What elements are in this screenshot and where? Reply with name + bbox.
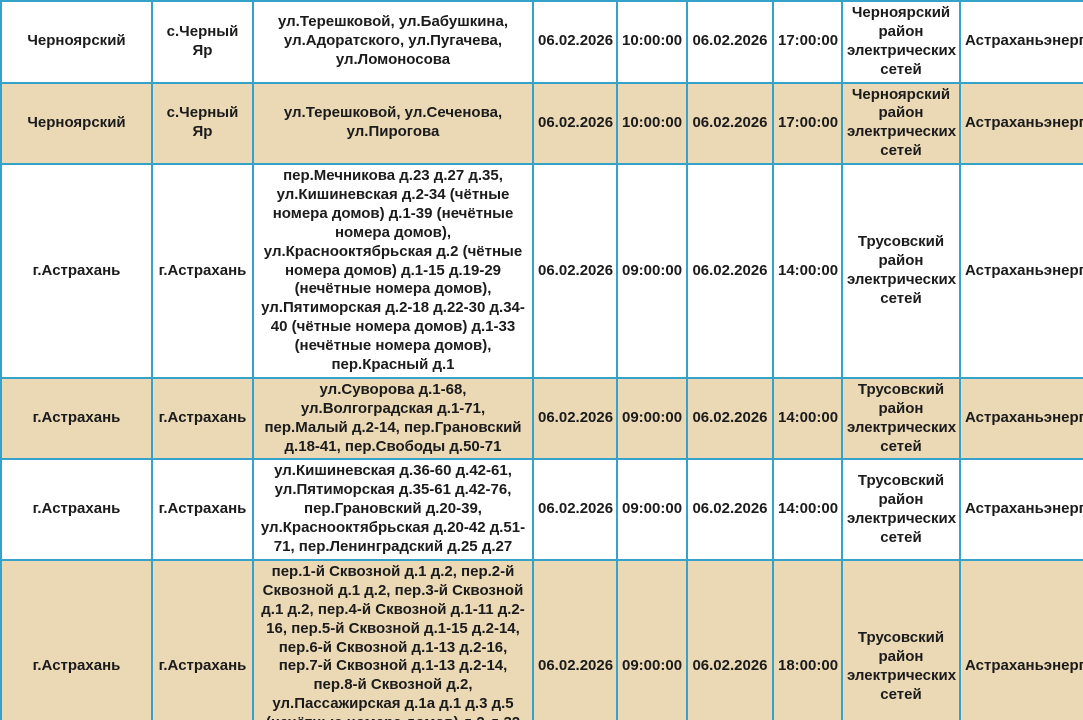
cell-network-district: Черноярский район электрических сетей	[841, 81, 961, 166]
cell-district: г.Астрахань	[0, 163, 153, 379]
cell-district: Черноярский	[0, 81, 153, 166]
cell-network-district: Трусовский район электрических сетей	[841, 376, 961, 461]
cell-district: г.Астрахань	[0, 458, 153, 561]
cell-end-date: 06.02.2026	[686, 558, 774, 720]
cell-network-district: Трусовский район электрических сетей	[841, 558, 961, 720]
cell-start-time: 10:00:00	[616, 81, 688, 166]
cell-company: Астраханьэнерго	[959, 0, 1083, 84]
cell-end-time: 17:00:00	[772, 81, 843, 166]
cell-company: Астраханьэнерго	[959, 163, 1083, 379]
cell-end-date: 06.02.2026	[686, 0, 774, 84]
cell-end-time: 14:00:00	[772, 163, 843, 379]
cell-streets: ул.Терешковой, ул.Сеченова, ул.Пирогова	[252, 81, 534, 166]
cell-start-date: 06.02.2026	[532, 458, 618, 561]
cell-end-date: 06.02.2026	[686, 458, 774, 561]
cell-end-time: 18:00:00	[772, 558, 843, 720]
cell-start-time: 09:00:00	[616, 558, 688, 720]
cell-company: Астраханьэнерго	[959, 376, 1083, 461]
cell-start-date: 06.02.2026	[532, 81, 618, 166]
cell-network-district: Трусовский район электрических сетей	[841, 458, 961, 561]
cell-start-time: 09:00:00	[616, 163, 688, 379]
table-row: г.Астрахань г.Астрахань ул.Кишиневская д.3…	[0, 458, 1083, 561]
cell-start-date: 06.02.2026	[532, 558, 618, 720]
cell-settlement: г.Астрахань	[151, 458, 254, 561]
cell-end-time: 14:00:00	[772, 458, 843, 561]
cell-streets: ул.Суворова д.1-68, ул.Волгоградская д.1…	[252, 376, 534, 461]
cell-end-date: 06.02.2026	[686, 376, 774, 461]
table-row: Черноярский с.Черный Яр ул.Терешковой, ул.…	[0, 81, 1083, 166]
table-row: г.Астрахань г.Астрахань пер.1-й Сквозной д…	[0, 558, 1083, 720]
cell-settlement: г.Астрахань	[151, 558, 254, 720]
cell-end-date: 06.02.2026	[686, 163, 774, 379]
table-row: г.Астрахань г.Астрахань ул.Суворова д.1-68…	[0, 376, 1083, 461]
cell-settlement: с.Черный Яр	[151, 0, 254, 84]
cell-start-time: 10:00:00	[616, 0, 688, 84]
cell-network-district: Трусовский район электрических сетей	[841, 163, 961, 379]
cell-settlement: с.Черный Яр	[151, 81, 254, 166]
cell-district: г.Астрахань	[0, 558, 153, 720]
cell-settlement: г.Астрахань	[151, 163, 254, 379]
cell-streets: ул.Терешковой, ул.Бабушкина, ул.Адоратск…	[252, 0, 534, 84]
cell-settlement: г.Астрахань	[151, 376, 254, 461]
cell-district: г.Астрахань	[0, 376, 153, 461]
cell-district: Черноярский	[0, 0, 153, 84]
table-row: г.Астрахань г.Астрахань пер.Мечникова д.23…	[0, 163, 1083, 379]
cell-company: Астраханьэнерго	[959, 81, 1083, 166]
cell-streets: пер.1-й Сквозной д.1 д.2, пер.2-й Сквозн…	[252, 558, 534, 720]
cell-streets: пер.Мечникова д.23 д.27 д.35, ул.Кишинев…	[252, 163, 534, 379]
cell-company: Астраханьэнерго	[959, 458, 1083, 561]
cell-start-date: 06.02.2026	[532, 163, 618, 379]
table-row: Черноярский с.Черный Яр ул.Терешковой, ул.…	[0, 0, 1083, 84]
cell-streets: ул.Кишиневская д.36-60 д.42-61, ул.Пятим…	[252, 458, 534, 561]
cell-start-date: 06.02.2026	[532, 0, 618, 84]
cell-end-date: 06.02.2026	[686, 81, 774, 166]
cell-start-date: 06.02.2026	[532, 376, 618, 461]
cell-start-time: 09:00:00	[616, 376, 688, 461]
cell-end-time: 14:00:00	[772, 376, 843, 461]
cell-start-time: 09:00:00	[616, 458, 688, 561]
cell-network-district: Черноярский район электрических сетей	[841, 0, 961, 84]
cell-company: Астраханьэнерго	[959, 558, 1083, 720]
cell-end-time: 17:00:00	[772, 0, 843, 84]
